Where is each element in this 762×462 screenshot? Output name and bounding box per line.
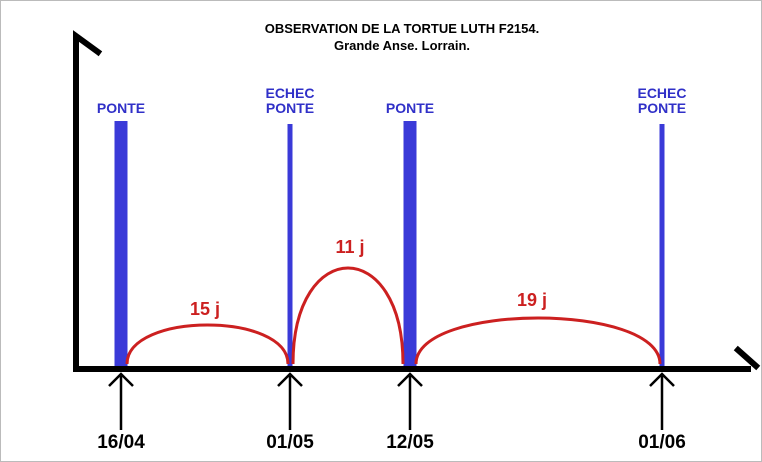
date-arrow <box>397 372 423 430</box>
date-arrow <box>649 372 675 430</box>
interval-arc <box>414 316 662 365</box>
date: 01/05 <box>266 432 314 453</box>
date: 12/05 <box>386 432 434 453</box>
date: 01/06 <box>638 432 686 453</box>
event-label: PONTE <box>638 100 686 116</box>
axes <box>73 30 761 372</box>
subtitle: Grande Anse. Lorrain. <box>334 38 470 53</box>
event-bar <box>659 124 665 366</box>
event-label: PONTE <box>97 100 145 116</box>
date-arrow <box>108 372 134 430</box>
event-bar <box>114 121 128 366</box>
event-label: PONTE <box>386 100 434 116</box>
date: 16/04 <box>97 432 145 453</box>
event-bar <box>403 121 417 366</box>
interval-label: 19 j <box>517 290 547 310</box>
interval-arc <box>291 266 405 365</box>
interval-arc <box>125 323 290 365</box>
axis <box>73 30 751 372</box>
interval-label: 15 j <box>190 299 220 319</box>
event-label: ECHEC <box>265 85 314 101</box>
date-arrow <box>277 372 303 430</box>
title: OBSERVATION DE LA TORTUE LUTH F2154. <box>265 21 539 36</box>
interval-label: 11 j <box>335 237 364 257</box>
event-label: ECHEC <box>637 85 686 101</box>
axis-end <box>733 345 761 371</box>
event-label: PONTE <box>266 100 314 116</box>
timeline: PONTE16/04ECHECPONTE01/05PONTE12/05ECHEC… <box>97 85 687 453</box>
event-bar <box>287 124 293 366</box>
